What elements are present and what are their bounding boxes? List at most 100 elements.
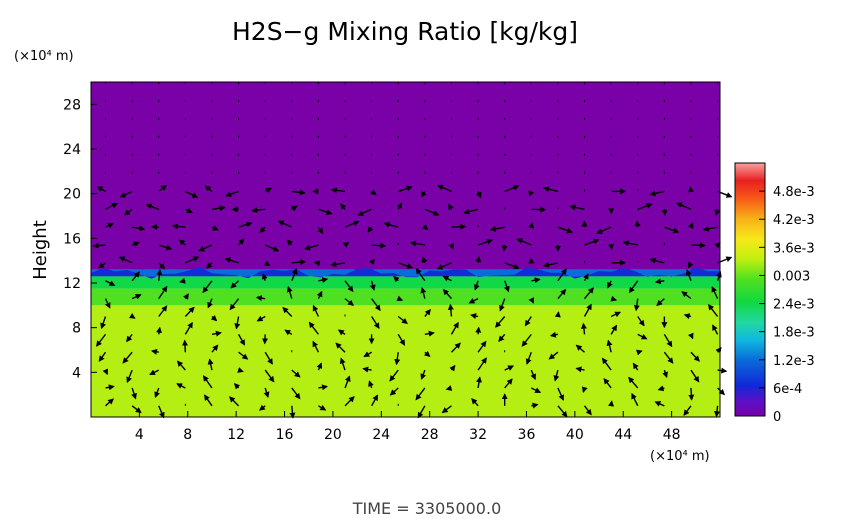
wind-vector <box>707 304 719 317</box>
wind-vector <box>557 268 567 282</box>
field-region <box>91 276 720 289</box>
wind-vector <box>436 184 452 193</box>
wind-vector <box>277 220 293 228</box>
wind-vector <box>662 369 668 379</box>
wind-vector <box>714 405 720 418</box>
wind-vector <box>291 268 298 282</box>
wind-vector <box>663 334 673 348</box>
wind-vector <box>233 382 241 390</box>
wind-vector <box>475 326 482 335</box>
wind-vector <box>542 261 559 268</box>
wind-vector <box>312 340 320 353</box>
wind-vector <box>184 306 195 317</box>
wind-vector <box>420 191 427 198</box>
wind-vector <box>448 203 454 211</box>
wind-vector <box>158 305 168 317</box>
wind-vector <box>185 256 200 264</box>
wind-vector <box>105 280 116 287</box>
wind-vector <box>608 243 614 251</box>
wind-vector <box>357 208 372 216</box>
wind-vector <box>318 404 327 411</box>
wind-vector <box>202 375 213 389</box>
x-tick-label: 48 <box>663 427 681 443</box>
wind-vector <box>549 331 559 338</box>
wind-vector <box>441 405 452 414</box>
wind-vector <box>504 365 514 371</box>
wind-vector <box>256 315 266 322</box>
wind-vector <box>714 209 721 216</box>
wind-vector <box>251 207 266 214</box>
wind-vector <box>362 366 372 373</box>
wind-vector <box>383 221 399 228</box>
wind-vector <box>398 185 413 193</box>
wind-vector <box>340 203 347 210</box>
wind-vector <box>424 308 431 317</box>
wind-vector <box>622 240 638 247</box>
wind-vector <box>504 262 520 270</box>
wind-vector <box>687 332 694 340</box>
wind-vector <box>683 313 692 320</box>
wind-vector <box>344 396 355 407</box>
wind-vector <box>312 304 320 317</box>
colorbar-tick-label: 6e-4 <box>773 382 802 397</box>
colorbar-tick-label: 3.6e-3 <box>773 241 815 256</box>
wind-vector <box>318 384 328 391</box>
wind-vector <box>393 275 400 283</box>
wind-vector <box>394 352 401 366</box>
wind-vector <box>289 405 296 419</box>
wind-vector <box>495 316 506 328</box>
wind-vector <box>98 351 107 362</box>
wind-vector <box>421 256 428 264</box>
wind-vector <box>158 285 168 300</box>
wind-vector <box>415 267 426 282</box>
x-tick-label: 20 <box>324 427 342 443</box>
x-tick-label: 28 <box>421 427 439 443</box>
wind-vector <box>313 260 321 267</box>
wind-vector <box>318 208 333 215</box>
wind-vector <box>344 280 354 293</box>
wind-vector <box>610 324 618 335</box>
wind-vector <box>610 295 618 302</box>
wind-vector <box>657 385 665 392</box>
wind-vector <box>396 295 404 302</box>
wind-vector <box>424 330 435 337</box>
mixing-ratio-field <box>91 82 720 417</box>
colorbar-tick-label: 1.8e-3 <box>773 326 815 341</box>
wind-vector <box>286 286 293 299</box>
wind-vector <box>105 398 114 407</box>
wind-vector <box>607 280 613 289</box>
wind-vector <box>92 242 106 249</box>
wind-vector <box>637 333 648 340</box>
wind-vector <box>204 185 213 192</box>
x-axis-ticks: 4 8 12 16 20 24 28 32 36 40 44 48 <box>135 411 681 443</box>
wind-vector <box>436 262 452 270</box>
wind-vector <box>291 189 306 196</box>
wind-vector <box>131 294 142 300</box>
wind-vector <box>633 298 640 312</box>
wind-vector <box>504 184 520 193</box>
x-tick-label: 12 <box>227 427 245 443</box>
wind-vector <box>176 360 186 371</box>
wind-vector <box>504 378 513 389</box>
y-axis-unit: (×10⁴ m) <box>14 49 74 64</box>
wind-vector <box>637 316 645 327</box>
wind-vector <box>104 298 111 309</box>
wind-vector <box>442 275 452 282</box>
wind-vector <box>445 385 453 391</box>
wind-vector <box>259 404 266 411</box>
wind-vector <box>238 221 253 228</box>
x-axis-unit: (×10⁴ m) <box>650 449 710 464</box>
wind-vector <box>580 322 587 335</box>
wind-vector <box>575 366 585 373</box>
wind-vector <box>156 269 163 281</box>
wind-vector <box>661 209 668 217</box>
wind-vector <box>717 387 726 396</box>
wind-vector <box>259 226 266 234</box>
wind-vector <box>583 287 594 300</box>
wind-vector <box>211 330 222 337</box>
y-tick-label: 8 <box>72 321 81 337</box>
wind-vector <box>628 376 639 389</box>
wind-vector <box>264 351 273 365</box>
wind-vector <box>316 362 323 371</box>
wind-vector <box>690 351 700 362</box>
